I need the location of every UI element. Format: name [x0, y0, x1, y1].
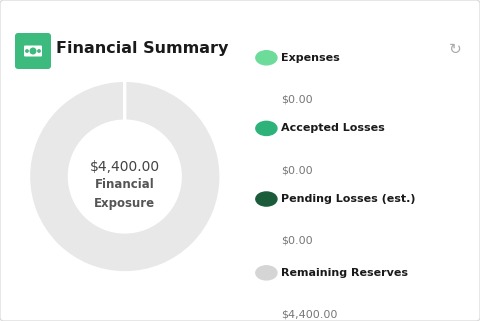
- Text: $4,400.00: $4,400.00: [90, 160, 160, 174]
- Text: Financial
Exposure: Financial Exposure: [94, 178, 156, 210]
- Text: Accepted Losses: Accepted Losses: [281, 123, 384, 134]
- Text: Financial Summary: Financial Summary: [56, 41, 228, 56]
- Wedge shape: [29, 81, 221, 273]
- Text: Remaining Reserves: Remaining Reserves: [281, 268, 408, 278]
- Text: $4,400.00: $4,400.00: [281, 309, 337, 320]
- Text: $0.00: $0.00: [281, 165, 312, 175]
- Text: ↻: ↻: [449, 41, 462, 56]
- Circle shape: [26, 50, 28, 52]
- Text: Expenses: Expenses: [281, 53, 339, 63]
- FancyBboxPatch shape: [24, 46, 42, 56]
- Text: $0.00: $0.00: [281, 94, 312, 105]
- Circle shape: [38, 50, 40, 52]
- Text: Pending Losses (est.): Pending Losses (est.): [281, 194, 415, 204]
- FancyBboxPatch shape: [15, 33, 51, 69]
- Text: $0.00: $0.00: [281, 236, 312, 246]
- Circle shape: [30, 48, 36, 54]
